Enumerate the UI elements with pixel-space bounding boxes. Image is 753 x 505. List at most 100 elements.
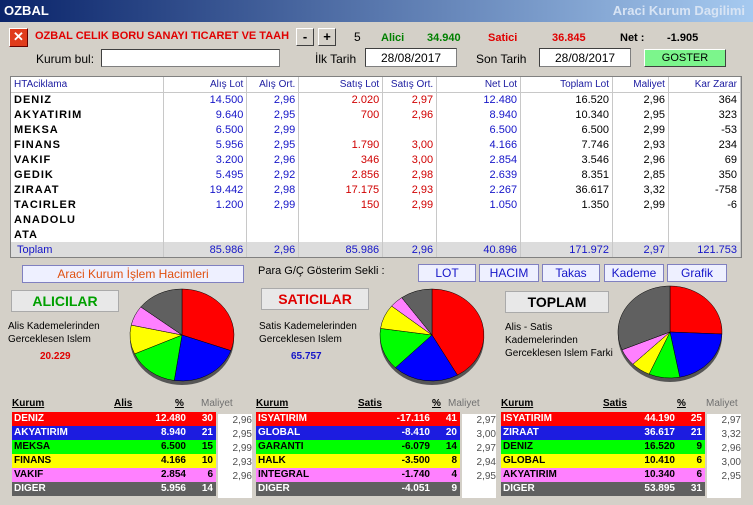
table-cell: 14.500	[163, 92, 248, 107]
column-header[interactable]: Toplam Lot	[520, 77, 613, 93]
list-item[interactable]: INTEGRAL -1.740 4	[256, 468, 460, 482]
list-item-value: 36.617	[644, 427, 675, 438]
list-item[interactable]: DENIZ 12.480 30	[12, 412, 216, 426]
net-label: Net :	[620, 32, 645, 44]
table-row[interactable]: GEDIK 5.495 2,92 2.856 2,98 2.639 8.351 2,85 350	[11, 167, 742, 182]
tab-kademe[interactable]: Kademe	[604, 264, 664, 282]
list-header: %	[677, 398, 686, 409]
ilk-tarih-input[interactable]: 28/08/2017	[365, 48, 457, 67]
table-row[interactable]: ANADOLU	[11, 212, 742, 227]
list-item-name: ISYATIRIM	[258, 413, 307, 424]
table-cell	[436, 212, 522, 227]
list-item[interactable]: FINANS 4.166 10	[12, 454, 216, 468]
table-cell: 6.500	[436, 122, 522, 137]
table-cell	[382, 227, 438, 242]
tab-lot[interactable]: LOT	[418, 264, 476, 282]
list-item-value: -17.116	[396, 413, 430, 424]
list-item-percent: 8	[451, 455, 457, 466]
column-header[interactable]: Alış Lot	[163, 77, 248, 93]
list-item-percent: 21	[201, 427, 213, 438]
list-item[interactable]: MEKSA 6.500 15	[12, 440, 216, 454]
column-header[interactable]: Kar Zarar	[668, 77, 742, 93]
list-item-name: HALK	[258, 455, 286, 466]
list-item[interactable]: GLOBAL 10.410 6	[501, 454, 705, 468]
table-cell: 6.500	[520, 122, 613, 137]
list-item-name: ISYATIRIM	[503, 413, 552, 424]
list-item-value: 4.166	[160, 455, 186, 466]
table-cell: 2,99	[612, 122, 669, 137]
toplam-desc: Alis - Satis Kademelerinden Gerceklesen …	[505, 322, 613, 359]
list-item[interactable]: ISYATIRIM 44.190 25	[501, 412, 705, 426]
column-header[interactable]: Satış Lot	[298, 77, 384, 93]
pie-slice	[669, 331, 723, 378]
company-name: OZBAL CELIK BORU SANAYI TICARET VE TAAH	[35, 30, 290, 42]
total-cell: 2,96	[246, 242, 300, 257]
tab-grafik[interactable]: Grafik	[667, 264, 727, 282]
tab-hacim[interactable]: HACIM	[479, 264, 539, 282]
net-value: -1.905	[667, 32, 699, 44]
goster-button[interactable]: GOSTER	[644, 49, 726, 67]
list-item[interactable]: DIGER 53.895 31	[501, 482, 705, 496]
list-item[interactable]: VAKIF 2.854 6	[12, 468, 216, 482]
plus-button[interactable]: +	[318, 28, 336, 46]
column-header[interactable]: Satış Ort.	[382, 77, 438, 93]
list-item[interactable]: HALK -3.500 8	[256, 454, 460, 468]
table-row[interactable]: MEKSA 6.500 2,99 6.500 6.500 2,99 -53	[11, 122, 742, 137]
table-row[interactable]: TACIRLER 1.200 2,99 150 2,99 1.050 1.350 2,99 -6	[11, 197, 742, 212]
list-header: Kurum	[501, 398, 534, 409]
table-cell	[668, 212, 742, 227]
table-cell: 234	[668, 137, 742, 152]
table-cell: 2,96	[246, 92, 300, 107]
minus-button[interactable]: -	[296, 28, 314, 46]
table-cell	[298, 212, 384, 227]
table-cell: 2,92	[246, 167, 300, 182]
list-item[interactable]: ZIRAAT 36.617 21	[501, 426, 705, 440]
table-total-row: Toplam 85.986 2,96 85.986 2,96 40.896 171.972 2…	[11, 242, 742, 257]
kurum-search-input[interactable]	[101, 49, 280, 67]
tab-takas[interactable]: Takas	[542, 264, 600, 282]
table-row[interactable]: DENIZ 14.500 2,96 2.020 2,97 12.480 16.520 2,96…	[11, 92, 742, 107]
table-row[interactable]: VAKIF 3.200 2,96 346 3,00 2.854 3.546 2,96 69	[11, 152, 742, 167]
table-header-row: HTAciklama Alış Lot Alış Ort. Satış Lot Satı…	[11, 77, 742, 93]
list-header: Satis	[358, 398, 382, 409]
gosterim-label: Para G/Ç Gösterim Sekli :	[258, 265, 385, 277]
column-header[interactable]: Maliyet	[612, 77, 669, 93]
list-item-name: MEKSA	[14, 441, 51, 452]
total-cell: 40.896	[436, 242, 522, 257]
table-row[interactable]: ATA	[11, 227, 742, 242]
list-item[interactable]: GLOBAL -8.410 20	[256, 426, 460, 440]
list-item[interactable]: DIGER 5.956 14	[12, 482, 216, 496]
list-header: Satis	[603, 398, 627, 409]
list-item[interactable]: ISYATIRIM -17.116 41	[256, 412, 460, 426]
list-item-percent: 30	[201, 413, 213, 424]
table-row[interactable]: FINANS 5.956 2,95 1.790 3,00 4.166 7.746 2,93 23…	[11, 137, 742, 152]
column-header[interactable]: Alış Ort.	[246, 77, 300, 93]
list-item-name: GARANTI	[258, 441, 304, 452]
list-item-maliyet: 2,99	[218, 442, 252, 456]
ilk-tarih-label: İlk Tarih	[315, 52, 357, 66]
column-header[interactable]: HTAciklama	[11, 77, 165, 93]
list-item[interactable]: DENIZ 16.520 9	[501, 440, 705, 454]
table-row[interactable]: AKYATIRIM 9.640 2,95 700 2,96 8.940 10.340 2,95…	[11, 107, 742, 122]
saticilar-desc: Satis Kademelerinden Gerceklesen Islem	[259, 321, 357, 345]
table-cell: 364	[668, 92, 742, 107]
close-button[interactable]: ✕	[9, 28, 28, 47]
saticilar-title: SATICILAR	[261, 288, 369, 310]
list-item-value: -6.079	[401, 441, 430, 452]
list-item[interactable]: DIGER -4.051 9	[256, 482, 460, 496]
table-cell: -53	[668, 122, 742, 137]
list-item[interactable]: AKYATIRIM 10.340 6	[501, 468, 705, 482]
table-row[interactable]: ZIRAAT 19.442 2,98 17.175 2,93 2.267 36.617 3,3…	[11, 182, 742, 197]
pie-slice	[134, 334, 183, 381]
son-tarih-input[interactable]: 28/08/2017	[539, 48, 631, 67]
close-icon: ✕	[13, 29, 24, 44]
satici-label: Satici	[488, 32, 518, 44]
list-item[interactable]: GARANTI -6.079 14	[256, 440, 460, 454]
list-header: Kurum	[12, 398, 45, 409]
window-title: OZBAL	[4, 3, 49, 18]
list-item[interactable]: AKYATIRIM 8.940 21	[12, 426, 216, 440]
table-cell: 69	[668, 152, 742, 167]
table-cell: 4.166	[436, 137, 522, 152]
column-header[interactable]: Net Lot	[436, 77, 522, 93]
list-item-maliyet: 3,00	[462, 428, 496, 442]
